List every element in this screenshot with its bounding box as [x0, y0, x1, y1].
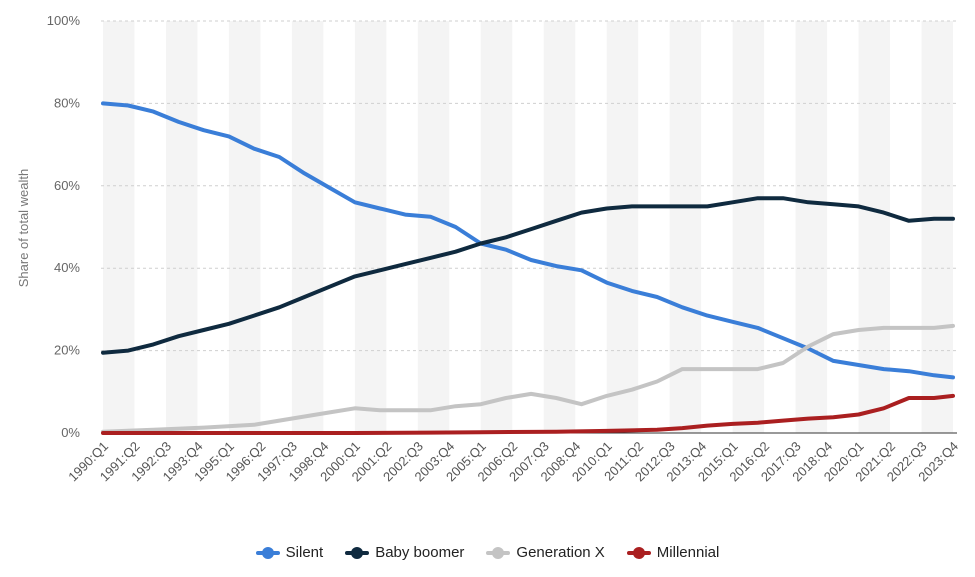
band: [291, 21, 324, 433]
y-axis-label: Share of total wealth: [16, 169, 31, 288]
y-tick-label: 80%: [54, 95, 80, 110]
band: [228, 21, 261, 433]
band: [669, 21, 702, 433]
band: [354, 21, 387, 433]
band: [606, 21, 639, 433]
y-tick-label: 40%: [54, 260, 80, 275]
band: [480, 21, 513, 433]
series-line-millennial: [101, 393, 955, 435]
legend-label: Generation X: [516, 544, 605, 561]
background-bands: [103, 21, 953, 433]
legend-item-generation-x[interactable]: Generation X: [486, 544, 605, 561]
x-axis-ticks: 1990:Q11991:Q21992:Q31993:Q41995:Q11996:…: [65, 439, 961, 485]
y-tick-label: 20%: [54, 343, 80, 358]
legend-label: Millennial: [656, 544, 720, 561]
series-line-baby-boomer: [101, 196, 955, 355]
legend-item-silent[interactable]: Silent: [255, 544, 324, 561]
band: [732, 21, 765, 433]
series-line-silent: [101, 101, 955, 380]
legend-item-millennial[interactable]: Millennial: [626, 544, 720, 561]
y-axis-ticks: 0% 20% 40% 60% 80% 100%: [47, 13, 81, 440]
legend-swatch: [626, 546, 651, 559]
band: [417, 21, 450, 433]
legend-swatch: [345, 546, 370, 559]
legend-swatch: [255, 546, 280, 559]
y-tick-label: 60%: [54, 178, 80, 193]
band: [795, 21, 828, 433]
y-tick-label: 100%: [47, 13, 81, 28]
legend-label: Baby boomer: [375, 544, 465, 561]
legend-item-baby-boomer[interactable]: Baby boomer: [345, 544, 464, 561]
band: [543, 21, 576, 433]
series-line-generation-x: [101, 323, 955, 434]
series-lines: [101, 101, 955, 435]
legend: Silent Baby boomer Generation X Millennial: [0, 544, 975, 561]
y-tick-label: 0%: [61, 425, 80, 440]
band: [103, 21, 135, 433]
legend-swatch: [486, 546, 511, 559]
band: [165, 21, 198, 433]
band: [921, 21, 953, 433]
legend-label: Silent: [285, 544, 324, 561]
